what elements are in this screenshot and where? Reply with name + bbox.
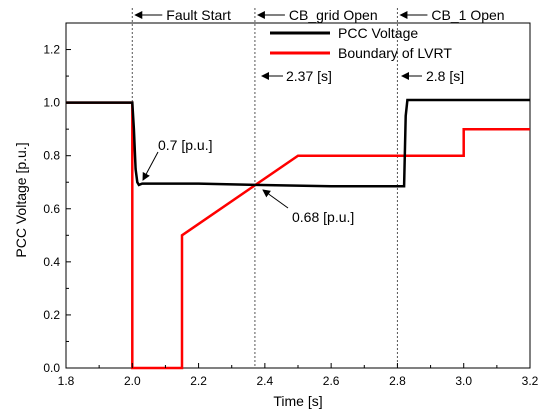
legend-label-pcc-voltage: PCC Voltage — [338, 25, 418, 41]
annot-time-237: 2.37 [s] — [286, 68, 332, 84]
y-tick-label: 1.2 — [43, 43, 60, 57]
annot-arrow-voltage-068 — [262, 189, 289, 209]
x-tick-label: 3.2 — [522, 374, 539, 388]
x-tick-label: 2.0 — [124, 374, 141, 388]
x-tick-label: 2.8 — [389, 374, 406, 388]
y-tick-label: 0.2 — [43, 308, 60, 322]
x-tick-label: 2.2 — [190, 374, 207, 388]
series-lvrt-boundary-line — [66, 101, 530, 370]
y-axis-title: PCC Voltage [p.u.] — [13, 142, 29, 257]
legend-label-lvrt-boundary: Boundary of LVRT — [338, 45, 452, 61]
x-tick-label: 1.8 — [58, 374, 75, 388]
annot-time-28: 2.8 [s] — [426, 68, 464, 84]
annotations: 2.37 [s] 2.8 [s] 0.7 [p.u.] 0.68 [p.u.] — [142, 68, 464, 225]
event-label-0: Fault Start — [166, 7, 231, 23]
y-tick-label: 0.8 — [43, 149, 60, 163]
annot-voltage-07: 0.7 [p.u.] — [158, 137, 212, 153]
x-axis-title: Time [s] — [273, 393, 322, 409]
y-tick-label: 0.0 — [43, 361, 60, 375]
axis-ticks: 1.8 2.0 2.2 2.4 2.6 2.8 3.0 3.2 0.0 0.2 0.4 0.6 0.8 1… — [43, 22, 539, 388]
y-tick-label: 0.4 — [43, 255, 60, 269]
annot-voltage-068: 0.68 [p.u.] — [292, 209, 354, 225]
y-tick-label: 0.6 — [43, 202, 60, 216]
x-tick-label: 2.6 — [323, 374, 340, 388]
event-label-1: CB_grid Open — [289, 7, 378, 23]
event-label-2: CB_1 Open — [431, 7, 504, 23]
legend: PCC Voltage Boundary of LVRT — [270, 25, 452, 61]
x-tick-label: 3.0 — [455, 374, 472, 388]
data-series — [66, 98, 530, 370]
x-tick-label: 2.4 — [257, 374, 274, 388]
series-pcc-voltage-line — [66, 98, 530, 188]
vertical-event-lines: Fault Start CB_grid Open CB_1 Open — [131, 7, 505, 368]
annot-arrow-voltage-07 — [142, 151, 159, 181]
y-tick-label: 1.0 — [43, 96, 60, 110]
